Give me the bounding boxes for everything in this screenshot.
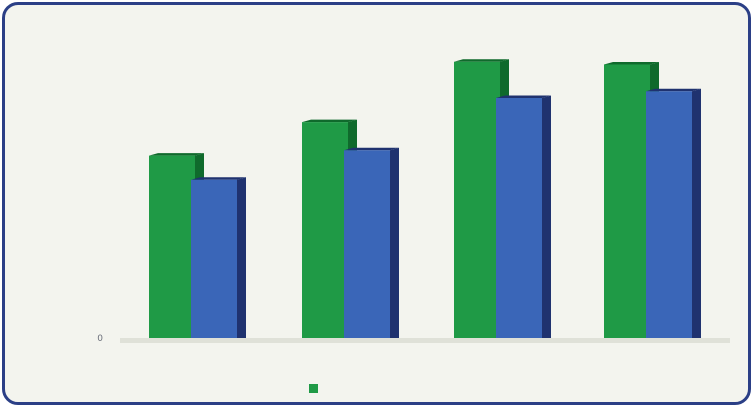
bar	[454, 61, 500, 338]
bar-chart: 0	[97, 59, 730, 393]
legend	[309, 384, 318, 393]
bar	[604, 64, 650, 339]
bar	[344, 150, 390, 338]
bar-side	[237, 177, 246, 338]
bar-top	[344, 147, 399, 151]
bar-series-2-cat-3	[496, 95, 551, 339]
bar-series-1-cat-2	[302, 119, 357, 338]
y-axis: 0	[97, 334, 103, 344]
bar	[302, 122, 348, 338]
bar-series-2-cat-4	[646, 88, 701, 338]
bar-side	[692, 88, 701, 338]
bar-top	[646, 88, 701, 92]
bars-group	[120, 59, 730, 343]
bar-top	[496, 95, 551, 98]
bar	[496, 97, 542, 339]
bar-top	[149, 153, 204, 156]
chart-floor	[120, 338, 730, 343]
bar-top	[302, 119, 357, 123]
bar-top	[604, 61, 659, 65]
bar-series-2-cat-2	[344, 147, 399, 338]
bar	[149, 155, 195, 338]
y-tick-label: 0	[97, 334, 103, 344]
bar-top	[191, 177, 246, 180]
bar-top	[454, 59, 509, 62]
bar	[646, 91, 692, 338]
bar-side	[542, 95, 551, 339]
bar-series-2-cat-1	[191, 177, 246, 338]
legend-swatch	[309, 384, 318, 393]
bar	[191, 179, 237, 338]
bar-side	[390, 147, 399, 338]
